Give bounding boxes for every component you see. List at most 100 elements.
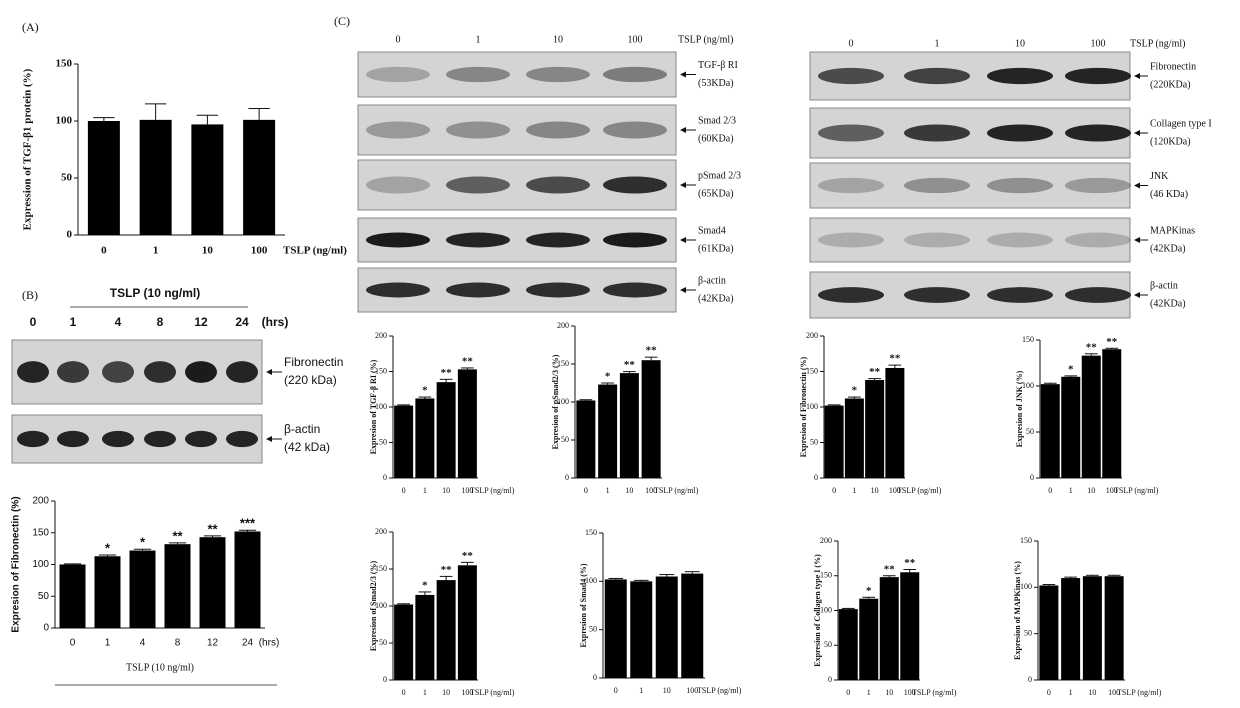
x-tick-label: 1: [105, 638, 111, 649]
y-tick-label: 200: [820, 536, 832, 545]
protein-size: (53KDa): [698, 78, 734, 89]
protein-size: (42KDa): [698, 293, 734, 304]
protein-name: JNK: [1150, 171, 1169, 182]
significance: **: [889, 353, 901, 365]
lane-label: 100: [1091, 38, 1106, 49]
y-tick-label: 150: [32, 527, 49, 538]
x-axis-label: TSLP (ng/ml): [697, 686, 742, 695]
panel-label: (B): [22, 288, 38, 302]
y-tick-label: 0: [383, 675, 387, 684]
blot-band: [603, 66, 667, 83]
protein-name: β-actin: [284, 422, 320, 436]
y-tick-label: 0: [43, 623, 49, 634]
x-tick-label: 8: [175, 638, 181, 649]
y-tick-label: 100: [375, 402, 387, 411]
significance: **: [441, 564, 453, 576]
lane-label: 24: [235, 315, 249, 329]
bar: [415, 594, 435, 680]
protein-size: (42KDa): [1150, 243, 1186, 254]
protein-size: (60KDa): [698, 133, 734, 144]
y-tick-label: 50: [589, 624, 597, 633]
x-tick-label: 1: [1069, 688, 1073, 697]
blot-band: [144, 430, 176, 448]
bar: [94, 556, 121, 628]
x-tick-label: 10: [625, 486, 633, 495]
bar: [164, 544, 191, 628]
lane-label: 1: [70, 315, 77, 329]
significance: **: [462, 550, 474, 562]
protein-name: Fibronectin: [284, 355, 343, 369]
bar: [199, 537, 226, 628]
blot-band: [904, 177, 970, 194]
blot-band: [366, 66, 430, 83]
blot-band: [446, 121, 510, 139]
blot-band: [1065, 124, 1131, 142]
y-axis-label: Expresion of JNK (%): [1015, 370, 1024, 447]
x-tick-label: 0: [1047, 688, 1051, 697]
arrow-head: [680, 182, 686, 188]
protein-size: (220 kDa): [284, 373, 337, 387]
blot-band: [446, 282, 510, 298]
bar: [844, 398, 864, 478]
x-tick-label: 100: [1106, 486, 1118, 495]
arrow-head: [1134, 130, 1140, 136]
bar: [630, 581, 653, 678]
x-axis-label: TSLP (ng/ml): [654, 486, 699, 495]
bar: [129, 550, 156, 628]
y-tick-label: 100: [56, 115, 73, 127]
bar: [641, 360, 661, 478]
y-tick-label: 150: [585, 528, 597, 537]
x-tick-label: 100: [461, 688, 473, 697]
blot-band: [185, 361, 217, 383]
x-tick-label: 4: [140, 638, 146, 649]
bar: [885, 367, 905, 478]
blot-band: [1065, 287, 1131, 303]
blot-band: [987, 177, 1053, 194]
protein-name: Fibronectin: [1150, 61, 1196, 72]
arrow-head: [1134, 73, 1140, 79]
x-tick-label: 10: [663, 686, 671, 695]
blot-band: [818, 124, 884, 142]
y-axis-label: Expresion of TGF-β RI (%): [369, 359, 378, 454]
y-tick-label: 100: [585, 576, 597, 585]
y-tick-label: 150: [820, 571, 832, 580]
y-tick-label: 200: [806, 331, 818, 340]
y-axis-label: Expresion of Fibronectin (%): [799, 356, 808, 457]
bar: [838, 609, 858, 680]
bar: [394, 405, 414, 478]
x-axis-label: TSLP (ng/ml): [1114, 486, 1159, 495]
bar: [1061, 376, 1081, 478]
x-tick-label: 0: [101, 245, 107, 257]
arrow-head: [1134, 292, 1140, 298]
x-tick-label: 1: [606, 486, 610, 495]
blot-band: [987, 232, 1053, 248]
blot-band: [987, 67, 1053, 85]
bar: [191, 124, 224, 235]
y-tick-label: 100: [375, 601, 387, 610]
y-tick-label: 0: [828, 675, 832, 684]
bar: [457, 565, 477, 680]
y-tick-label: 0: [814, 473, 818, 482]
arrow-head: [266, 436, 272, 442]
bar: [436, 580, 456, 680]
blot-band: [904, 124, 970, 142]
x-tick-label: 24: [242, 638, 254, 649]
lane-label: 0: [849, 38, 854, 49]
blot-band: [446, 66, 510, 83]
y-tick-label: 200: [375, 527, 387, 536]
protein-name: pSmad 2/3: [698, 170, 741, 181]
y-tick-label: 0: [593, 673, 597, 682]
blot-band: [818, 232, 884, 248]
bar: [576, 400, 596, 478]
protein-size: (61KDa): [698, 243, 734, 254]
lane-label: 1: [935, 38, 940, 49]
significance: **: [884, 563, 896, 575]
bar: [243, 119, 276, 235]
significance: *: [422, 579, 428, 591]
lane-label: 100: [628, 34, 643, 45]
blot-band: [603, 232, 667, 248]
x-tick-label: 10: [442, 486, 450, 495]
lane-label: 10: [553, 34, 563, 45]
significance: ***: [240, 516, 256, 531]
